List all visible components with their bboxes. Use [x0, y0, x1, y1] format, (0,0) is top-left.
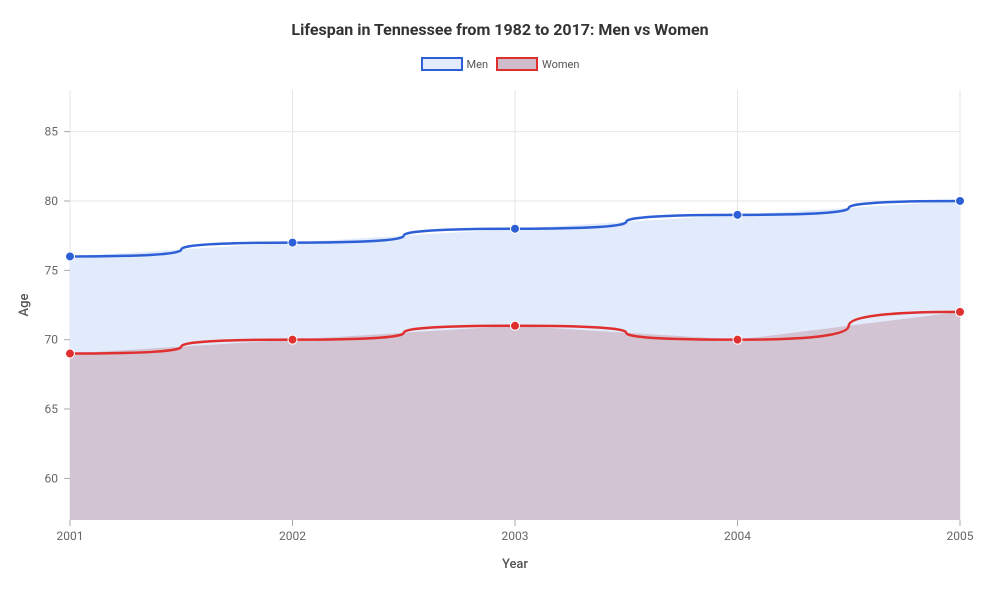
svg-text:2003: 2003 [502, 529, 529, 543]
marker-men[interactable] [288, 238, 297, 247]
plot-svg: 20012002200320042005 606570758085 Year A… [70, 90, 960, 520]
x-axis-title: Year [502, 557, 528, 572]
svg-text:2002: 2002 [279, 529, 306, 543]
legend-item-women[interactable]: Women [496, 57, 579, 71]
x-ticks: 2001 2002 2003 2004 2005 [57, 520, 974, 543]
y-ticks: 60 65 70 75 80 85 [45, 125, 71, 486]
marker-women[interactable] [733, 335, 742, 344]
svg-text:80: 80 [45, 194, 59, 208]
marker-men[interactable] [66, 252, 75, 261]
marker-women[interactable] [956, 307, 965, 316]
marker-men[interactable] [956, 196, 965, 205]
marker-women[interactable] [511, 321, 520, 330]
legend: Men Women [0, 57, 1000, 71]
svg-text:70: 70 [45, 333, 59, 347]
svg-text:2005: 2005 [947, 529, 974, 543]
legend-swatch-women [496, 57, 538, 71]
svg-text:65: 65 [45, 402, 59, 416]
marker-men[interactable] [511, 224, 520, 233]
svg-text:2001: 2001 [57, 529, 84, 543]
legend-label-women: Women [542, 58, 579, 71]
marker-women[interactable] [66, 349, 75, 358]
svg-text:60: 60 [45, 471, 59, 485]
legend-item-men[interactable]: Men [421, 57, 489, 71]
area-layer [70, 201, 960, 520]
legend-swatch-men [421, 57, 463, 71]
legend-label-men: Men [467, 58, 489, 71]
y-axis-title: Age [17, 293, 32, 316]
svg-text:85: 85 [45, 125, 59, 139]
marker-men[interactable] [733, 210, 742, 219]
chart-title: Lifespan in Tennessee from 1982 to 2017:… [0, 0, 1000, 39]
plot-area: 20012002200320042005 606570758085 Year A… [70, 90, 960, 520]
marker-women[interactable] [288, 335, 297, 344]
svg-text:2004: 2004 [724, 529, 751, 543]
svg-text:75: 75 [45, 263, 59, 277]
chart-container: Lifespan in Tennessee from 1982 to 2017:… [0, 0, 1000, 600]
